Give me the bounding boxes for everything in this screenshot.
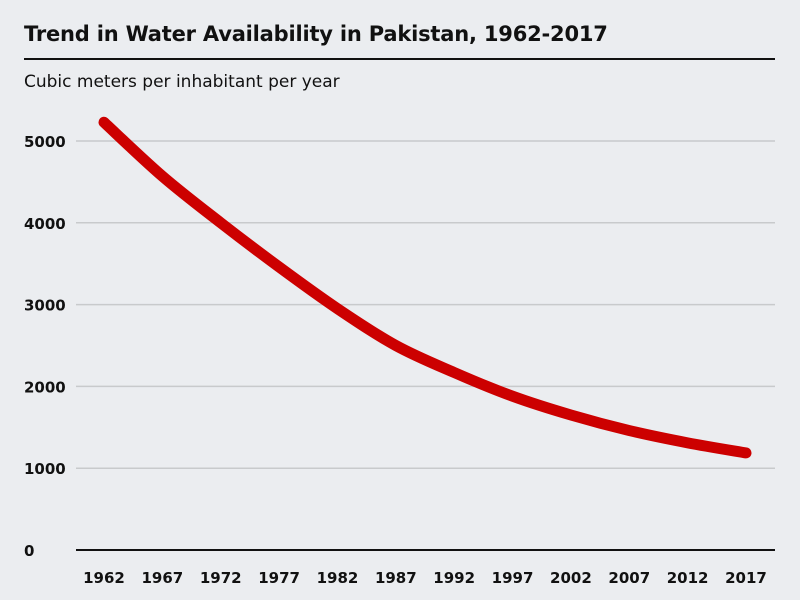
- data-point: [161, 175, 163, 177]
- data-point: [395, 345, 397, 347]
- x-tick-label: 2007: [608, 569, 650, 587]
- y-tick-label: 0: [24, 542, 34, 560]
- x-tick-label: 1967: [141, 569, 183, 587]
- data-point: [628, 430, 630, 432]
- x-tick-label: 2012: [667, 569, 709, 587]
- x-tick-label: 1977: [258, 569, 300, 587]
- data-point: [570, 414, 572, 416]
- gridlines: [76, 140, 775, 469]
- x-tick-label: 1992: [433, 569, 475, 587]
- data-point: [220, 222, 222, 224]
- x-tick-label: 1962: [83, 569, 125, 587]
- data-point: [278, 266, 280, 268]
- x-tick-label: 1982: [317, 569, 359, 587]
- data-point: [745, 452, 747, 454]
- x-tick-label: 2002: [550, 569, 592, 587]
- chart-subtitle: Cubic meters per inhabitant per year: [24, 72, 340, 92]
- data-point: [512, 395, 514, 397]
- x-tick-label: 1997: [492, 569, 534, 587]
- y-tick-label: 3000: [24, 297, 66, 315]
- data-point: [103, 121, 105, 123]
- x-tick-label: 2017: [725, 569, 767, 587]
- y-tick-label: 5000: [24, 133, 66, 151]
- x-tick-label: 1972: [200, 569, 242, 587]
- y-tick-label: 1000: [24, 460, 66, 478]
- tick-labels: 0 1000 2000 3000 4000 5000 1962 1967 1972 1977 198…: [24, 133, 767, 587]
- title-rule: [24, 58, 775, 60]
- y-tick-label: 2000: [24, 378, 66, 396]
- x-tick-label: 1987: [375, 569, 417, 587]
- data-point: [687, 442, 689, 444]
- y-tick-label: 4000: [24, 215, 66, 233]
- series-line-0: [98, 116, 752, 459]
- series-layer: [98, 116, 752, 459]
- data-point: [453, 371, 455, 373]
- data-point: [336, 308, 338, 310]
- chart-title: Trend in Water Availability in Pakistan,…: [24, 22, 608, 46]
